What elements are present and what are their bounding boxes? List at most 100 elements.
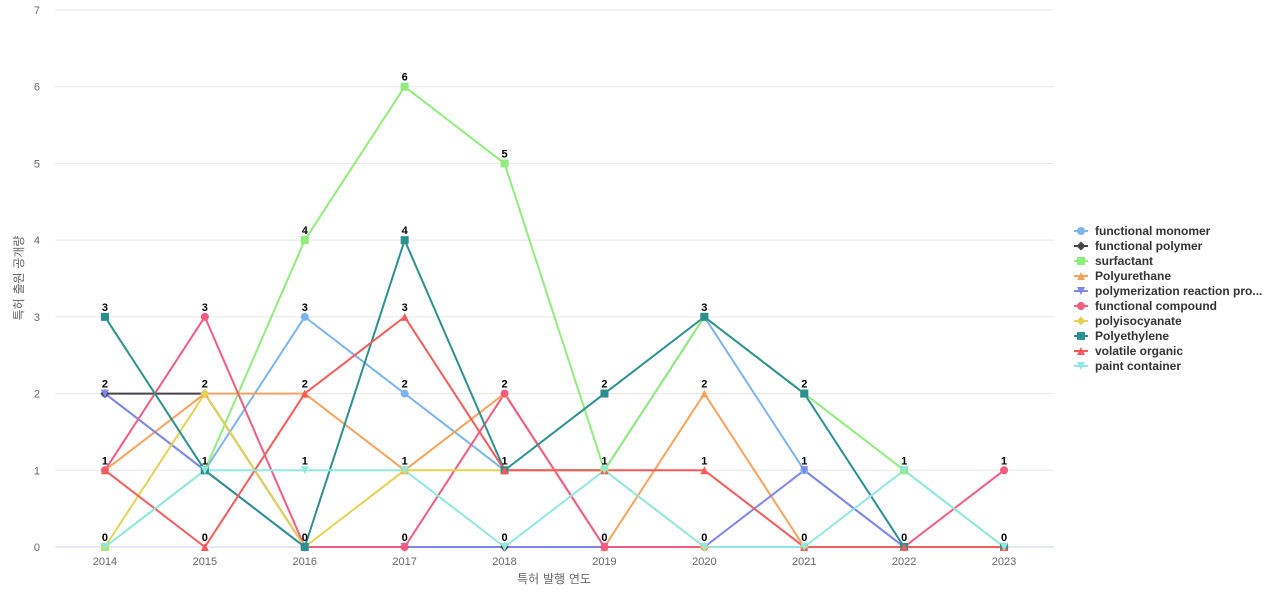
data-point <box>600 466 609 475</box>
data-label: 2 <box>202 379 208 391</box>
legend-item[interactable]: paint container <box>1074 359 1181 373</box>
data-label: 2 <box>601 379 607 391</box>
data-label: 2 <box>501 379 507 391</box>
data-point <box>900 543 909 551</box>
data-label: 0 <box>402 532 408 544</box>
x-tick-label: 2019 <box>592 556 616 568</box>
legend-item[interactable]: functional polymer <box>1074 239 1203 253</box>
series-line <box>104 85 1005 548</box>
data-label: 0 <box>701 532 707 544</box>
legend-item[interactable]: surfactant <box>1074 254 1153 268</box>
data-point <box>800 389 809 398</box>
legend-marker <box>1077 257 1085 265</box>
data-point <box>500 543 509 551</box>
data-label: 0 <box>601 532 607 544</box>
legend-label: polyisocyanate <box>1095 314 1182 328</box>
data-point <box>400 543 409 551</box>
data-point <box>200 466 209 475</box>
legend-item[interactable]: Polyethylene <box>1074 329 1169 343</box>
x-tick-label: 2017 <box>392 556 416 568</box>
data-point <box>200 312 209 321</box>
y-tick-label: 2 <box>34 389 40 401</box>
legend-label: Polyethylene <box>1095 329 1169 343</box>
data-point <box>800 466 809 475</box>
legend-marker <box>1077 302 1085 310</box>
legend-item[interactable]: polymerization reaction pro... <box>1074 284 1262 298</box>
y-tick-label: 1 <box>34 465 40 477</box>
legend-label: functional polymer <box>1095 239 1203 253</box>
legend-label: polymerization reaction pro... <box>1095 284 1262 298</box>
data-point <box>400 466 409 475</box>
data-label: 1 <box>302 455 308 467</box>
data-label: 1 <box>402 455 408 467</box>
data-point <box>700 466 709 475</box>
data-label: 1 <box>601 455 607 467</box>
x-axis-ticks: 2014 2015 2016 2017 2018 2019 2020 2021 2022 2023 <box>93 556 1017 568</box>
data-point <box>500 159 509 168</box>
x-axis-title: 특허 발행 연도 <box>517 571 591 586</box>
data-point <box>600 543 609 551</box>
x-tick-label: 2016 <box>293 556 317 568</box>
data-label: 0 <box>1001 532 1007 544</box>
data-point <box>700 312 709 321</box>
data-labels: 3 2 1 0 3 2 1 0 4 3 2 1 0 6 4 3 2 1 0 5 2 1 0 2 1 0 3 2 1 0 2 1 0 1 0 1 0 <box>102 72 1007 544</box>
data-label: 1 <box>501 455 507 467</box>
data-point <box>400 312 409 321</box>
data-label: 4 <box>302 225 309 237</box>
data-point <box>300 389 309 398</box>
data-point <box>300 543 309 551</box>
data-label: 3 <box>402 302 408 314</box>
x-tick-label: 2015 <box>193 556 217 568</box>
legend-label: functional monomer <box>1095 224 1211 238</box>
legend-marker <box>1077 362 1085 370</box>
data-label: 0 <box>202 532 208 544</box>
data-point <box>700 543 709 551</box>
data-label: 2 <box>302 379 308 391</box>
data-point <box>100 543 109 551</box>
data-point <box>200 389 210 399</box>
legend-item[interactable]: functional compound <box>1074 299 1217 313</box>
data-point <box>300 236 309 245</box>
data-label: 0 <box>302 532 308 544</box>
x-tick-label: 2021 <box>792 556 816 568</box>
data-point <box>100 312 109 321</box>
series-line <box>104 469 1005 548</box>
legend-marker <box>1076 316 1086 326</box>
data-point <box>100 389 109 398</box>
data-label: 2 <box>801 379 807 391</box>
data-label: 3 <box>102 302 108 314</box>
data-point <box>1000 543 1009 551</box>
data-label: 2 <box>701 379 707 391</box>
data-label: 2 <box>402 379 408 391</box>
legend-label: volatile organic <box>1095 344 1183 358</box>
data-label: 2 <box>102 379 108 391</box>
legend-marker <box>1077 227 1085 235</box>
y-tick-label: 0 <box>34 542 40 554</box>
legend-item[interactable]: polyisocyanate <box>1074 314 1182 328</box>
series-markers <box>100 82 1009 552</box>
legend-item[interactable]: Polyurethane <box>1074 269 1171 283</box>
legend-marker <box>1077 332 1085 340</box>
data-point <box>1000 466 1009 475</box>
data-point <box>700 389 709 398</box>
data-point <box>400 236 409 245</box>
y-axis-title: 특허 출원 공개량 <box>12 236 26 321</box>
x-tick-label: 2022 <box>892 556 916 568</box>
y-axis-ticks: 0 1 2 3 4 5 6 7 <box>34 5 40 554</box>
x-tick-label: 2023 <box>992 556 1016 568</box>
x-tick-label: 2020 <box>692 556 716 568</box>
data-point <box>300 312 309 321</box>
y-tick-label: 4 <box>34 235 40 247</box>
series-lines <box>104 85 1005 548</box>
legend-item[interactable]: volatile organic <box>1074 344 1183 358</box>
legend-marker <box>1077 287 1085 295</box>
data-label: 1 <box>102 455 108 467</box>
legend-marker <box>1077 272 1085 280</box>
data-label: 0 <box>901 532 907 544</box>
legend-item[interactable]: functional monomer <box>1074 224 1211 238</box>
data-label: 6 <box>402 72 408 84</box>
y-tick-label: 5 <box>34 158 40 170</box>
x-tick-label: 2014 <box>93 556 117 568</box>
data-point <box>600 389 609 398</box>
